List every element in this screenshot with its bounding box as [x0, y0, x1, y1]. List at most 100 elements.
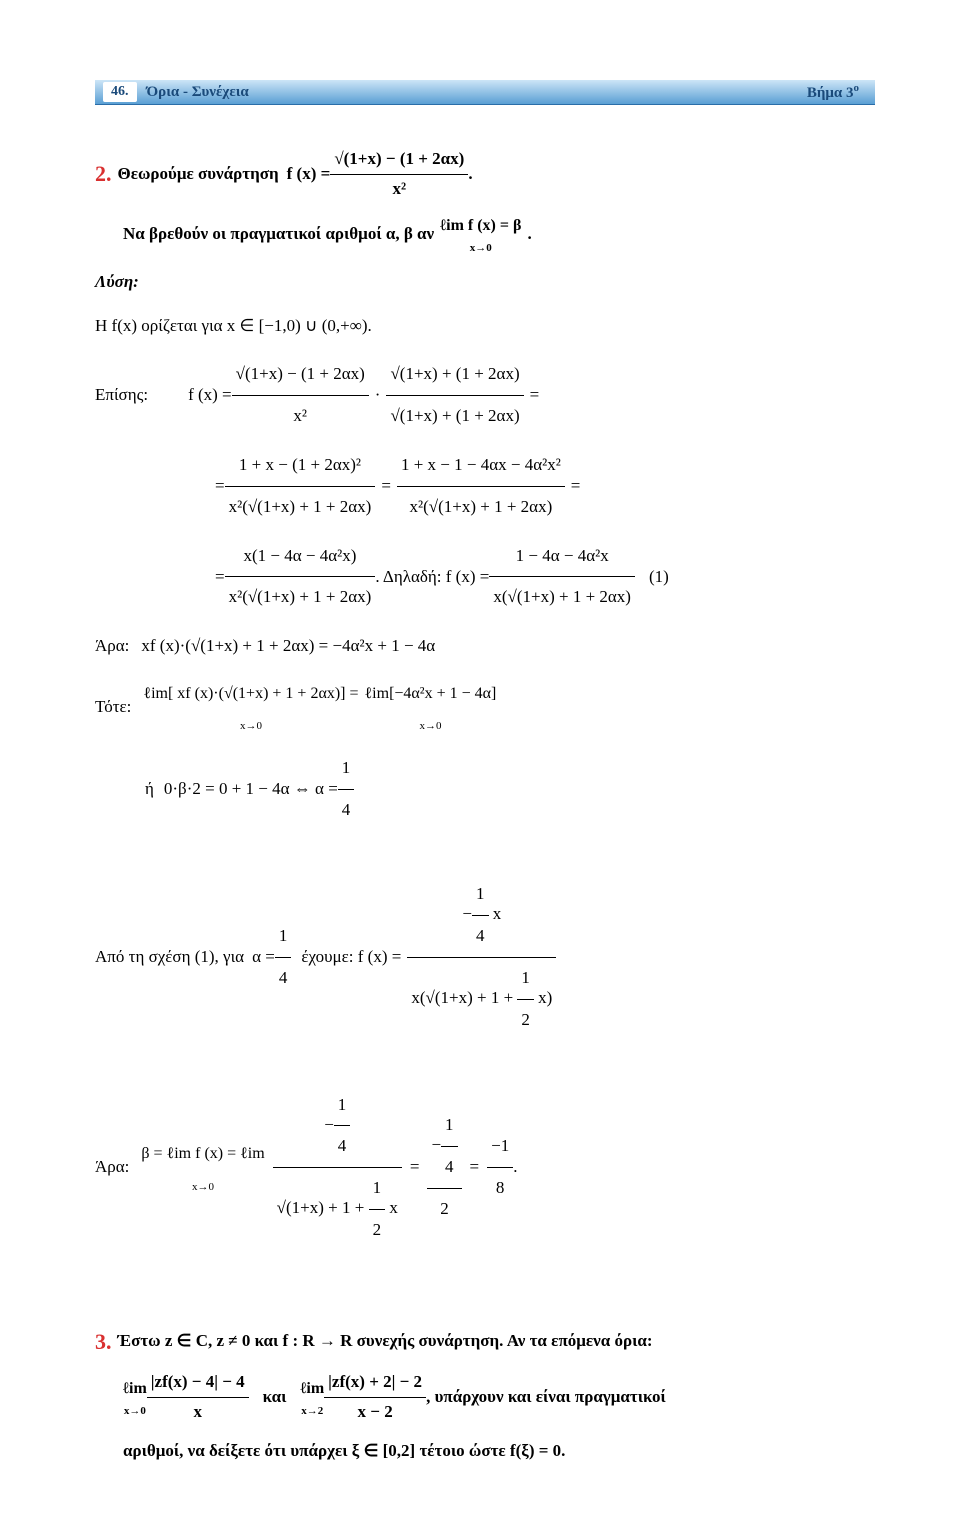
- p2-frac-1-4: 1 4: [338, 748, 355, 831]
- p2-big-frac: −14 x x(√(1+x) + 1 + 12 x): [407, 874, 556, 1040]
- problem-3-line3: αριθμοί, να δείξετε ότι υπάρχει ξ ∈ [0,2…: [95, 1437, 875, 1466]
- p2-beta-sub: x→0: [141, 1174, 264, 1200]
- step-text: Βήμα 3: [807, 85, 854, 101]
- p2-line-or: 0·β·2 = 0 + 1 − 4α ⇔ α =: [164, 769, 338, 810]
- p2-a-n: 1: [275, 916, 292, 958]
- p2-lim: ℓim f (x) = β x→0: [440, 212, 521, 258]
- p3-lim1: ℓim x→0: [123, 1375, 147, 1421]
- p2-line-ara: xf (x)·(√(1+x) + 1 + 2αx) = −4α²x + 1 − …: [141, 626, 435, 667]
- p2-stmt2: Να βρεθούν οι πραγματικοί αριθμοί α, β α…: [123, 220, 434, 249]
- p2-eq1-f2-den: √(1+x) + (1 + 2αx): [386, 396, 523, 437]
- p3-lim1-num: |zf(x) − 4| − 4: [147, 1368, 249, 1398]
- p2-or-line: ή 0·β·2 = 0 + 1 − 4α ⇔ α = 1 4: [95, 748, 875, 831]
- p2-alpha-eq: α =: [252, 937, 275, 978]
- p2-eq2-f2-num: 1 + x − 1 − 4αx − 4α²x²: [397, 445, 565, 487]
- page-number: 46.: [103, 82, 137, 102]
- p2-eq3: = x(1 − 4α − 4α²x) x²(√(1+x) + 1 + 2αx) …: [95, 536, 875, 619]
- p2-intro: Θεωρούμε συνάρτηση: [118, 160, 279, 189]
- p2-eq1-dot: ·: [375, 375, 381, 416]
- p3-lim1-sub: x→0: [123, 1402, 147, 1421]
- p3-lim2-frac: |zf(x) + 2| − 2 x − 2: [324, 1368, 426, 1427]
- p2-f-den: x²: [330, 175, 468, 204]
- p2-domain-line: Η f(x) ορίζεται για x ∈ [−1,0) ∪ (0,+∞).: [95, 306, 875, 347]
- step-label: Βήμα 3ο: [807, 82, 875, 102]
- p2-beta-f1: −14 √(1+x) + 1 + 12 x: [273, 1085, 402, 1251]
- p2-from-rel: Από τη σχέση (1), για α = 1 4 έχουμε: f …: [95, 874, 875, 1040]
- p2-beta-line: Άρα: β = ℓim f (x) = ℓim x→0 −14 √(1+x) …: [95, 1085, 875, 1251]
- p2-statement-line2: Να βρεθούν οι πραγματικοί αριθμοί α, β α…: [95, 212, 875, 258]
- p2-beta-mid: =: [410, 1147, 420, 1188]
- p3-lim2: ℓim x→2: [300, 1375, 324, 1421]
- p2-tote-sub-r: x→0: [365, 713, 497, 739]
- header-bar: 46. Όρια - Συνέχεια Βήμα 3ο: [95, 80, 875, 105]
- p3-and: και: [263, 1383, 287, 1412]
- solution-label: Λύση:: [95, 272, 875, 292]
- p2-have: έχουμε: f (x) =: [301, 937, 401, 978]
- p2-tote-line: Τότε: ℓim[ xf (x)·(√(1+x) + 1 + 2αx)] = …: [95, 675, 875, 740]
- p2-eq1-f1-num: √(1+x) − (1 + 2αx): [232, 354, 369, 396]
- p2-big-den: x(√(1+x) + 1 + 12 x): [407, 958, 556, 1041]
- p2-beta-a: β = ℓim f (x) = ℓim: [141, 1135, 264, 1173]
- p2-f-num: √(1+x) − (1 + 2αx): [330, 145, 468, 175]
- p2-ara-line: Άρα: xf (x)·(√(1+x) + 1 + 2αx) = −4α²x +…: [95, 626, 875, 667]
- p2-eq3-num: x(1 − 4α − 4α²x): [225, 536, 376, 578]
- p2-eq3b: 1 − 4α − 4α²x x(√(1+x) + 1 + 2αx): [489, 536, 635, 619]
- p2-beta-f2-den: 2: [427, 1189, 461, 1230]
- p2-beta-f3-den: 8: [487, 1168, 513, 1209]
- p2-eq1-f1: √(1+x) − (1 + 2αx) x²: [232, 354, 369, 437]
- p3-lim2-num: |zf(x) + 2| − 2: [324, 1368, 426, 1398]
- p2-eq3-tag: (1): [649, 557, 669, 598]
- p2-f-frac: √(1+x) − (1 + 2αx) x²: [330, 145, 468, 204]
- p2-tote-l: ℓim[ xf (x)·(√(1+x) + 1 + 2αx)] =: [143, 675, 358, 713]
- p3-stmt-a: Έστω z ∈ C, z ≠ 0 και f : R → R συνεχής …: [118, 1327, 653, 1356]
- p2-eq1-f2: √(1+x) + (1 + 2αx) √(1+x) + (1 + 2αx): [386, 354, 523, 437]
- p2-beta-f3-num: −1: [487, 1126, 513, 1168]
- p3-lim1-frac: |zf(x) − 4| − 4 x: [147, 1368, 249, 1427]
- p2-eq3-den: x²(√(1+x) + 1 + 2αx): [225, 577, 376, 618]
- p2-tote-lim-r: ℓim[−4α²x + 1 − 4α] x→0: [365, 675, 497, 740]
- step-sup: ο: [854, 82, 860, 94]
- p2-ara2: Άρα:: [95, 1147, 129, 1188]
- p2-eq3-f1: x(1 − 4α − 4α²x) x²(√(1+x) + 1 + 2αx): [225, 536, 376, 619]
- p3-lim1-top: ℓim: [123, 1375, 147, 1402]
- p2-beta-lim: β = ℓim f (x) = ℓim x→0: [141, 1135, 264, 1200]
- p2-beta-f3: −1 8: [487, 1126, 513, 1209]
- p2-big-num: −14 x: [407, 874, 556, 958]
- p2-eq3b-num: 1 − 4α − 4α²x: [489, 536, 635, 578]
- p2-f-lhs: f (x) =: [287, 160, 331, 189]
- p2-eq3b-den: x(√(1+x) + 1 + 2αx): [489, 577, 635, 618]
- p3-stmt-b: , υπάρχουν και είναι πραγματικοί: [426, 1383, 666, 1412]
- p2-eq2-f2-den: x²(√(1+x) + 1 + 2αx): [397, 487, 565, 528]
- problem-number-3: 3.: [95, 1323, 112, 1360]
- p3-lim2-den: x − 2: [324, 1398, 426, 1427]
- p2-eq3-text: . Δηλαδή: f (x) =: [375, 557, 489, 598]
- p2-beta-eq: =: [470, 1147, 480, 1188]
- p2-eq1-lhs: f (x) =: [188, 375, 232, 416]
- p2-eq2-f1: 1 + x − (1 + 2αx)² x²(√(1+x) + 1 + 2αx): [225, 445, 376, 528]
- p2-tote-r: ℓim[−4α²x + 1 − 4α]: [365, 675, 497, 713]
- p2-eq1-f2-num: √(1+x) + (1 + 2αx): [386, 354, 523, 396]
- page: 46. Όρια - Συνέχεια Βήμα 3ο 2. Θεωρούμε …: [0, 0, 960, 1526]
- p2-tote-sub-l: x→0: [143, 713, 358, 739]
- p2-beta-f2-num: −14: [427, 1105, 461, 1189]
- p2-beta-f1-num: −14: [273, 1085, 402, 1169]
- p2-also: Επίσης:: [95, 375, 148, 416]
- p2-lim-sub: x→0: [440, 239, 521, 258]
- problem-2-statement-line1: 2. Θεωρούμε συνάρτηση f (x) = √(1+x) − (…: [95, 145, 875, 204]
- p2-eq2: = 1 + x − (1 + 2αx)² x²(√(1+x) + 1 + 2αx…: [95, 445, 875, 528]
- p3-lim2-sub: x→2: [300, 1402, 324, 1421]
- problem-number-2: 2.: [95, 161, 112, 187]
- p2-beta-f2: −14 2: [427, 1105, 461, 1229]
- p2-1-4-d: 4: [338, 790, 355, 831]
- p2-a-d: 4: [275, 958, 292, 999]
- p3-lim2-top: ℓim: [300, 1375, 324, 1402]
- p2-or: ή: [145, 769, 154, 810]
- p3-lim1-den: x: [147, 1398, 249, 1427]
- p2-1-4-n: 1: [338, 748, 355, 790]
- p2-alpha-frac: 1 4: [275, 916, 292, 999]
- p2-beta-f1-den: √(1+x) + 1 + 12 x: [273, 1168, 402, 1251]
- p2-eq1: Επίσης: f (x) = √(1+x) − (1 + 2αx) x² · …: [95, 354, 875, 437]
- p2-tote-lim-l: ℓim[ xf (x)·(√(1+x) + 1 + 2αx)] = x→0: [143, 675, 358, 740]
- p2-tote: Τότε:: [95, 687, 131, 728]
- p2-eq2-f1-den: x²(√(1+x) + 1 + 2αx): [225, 487, 376, 528]
